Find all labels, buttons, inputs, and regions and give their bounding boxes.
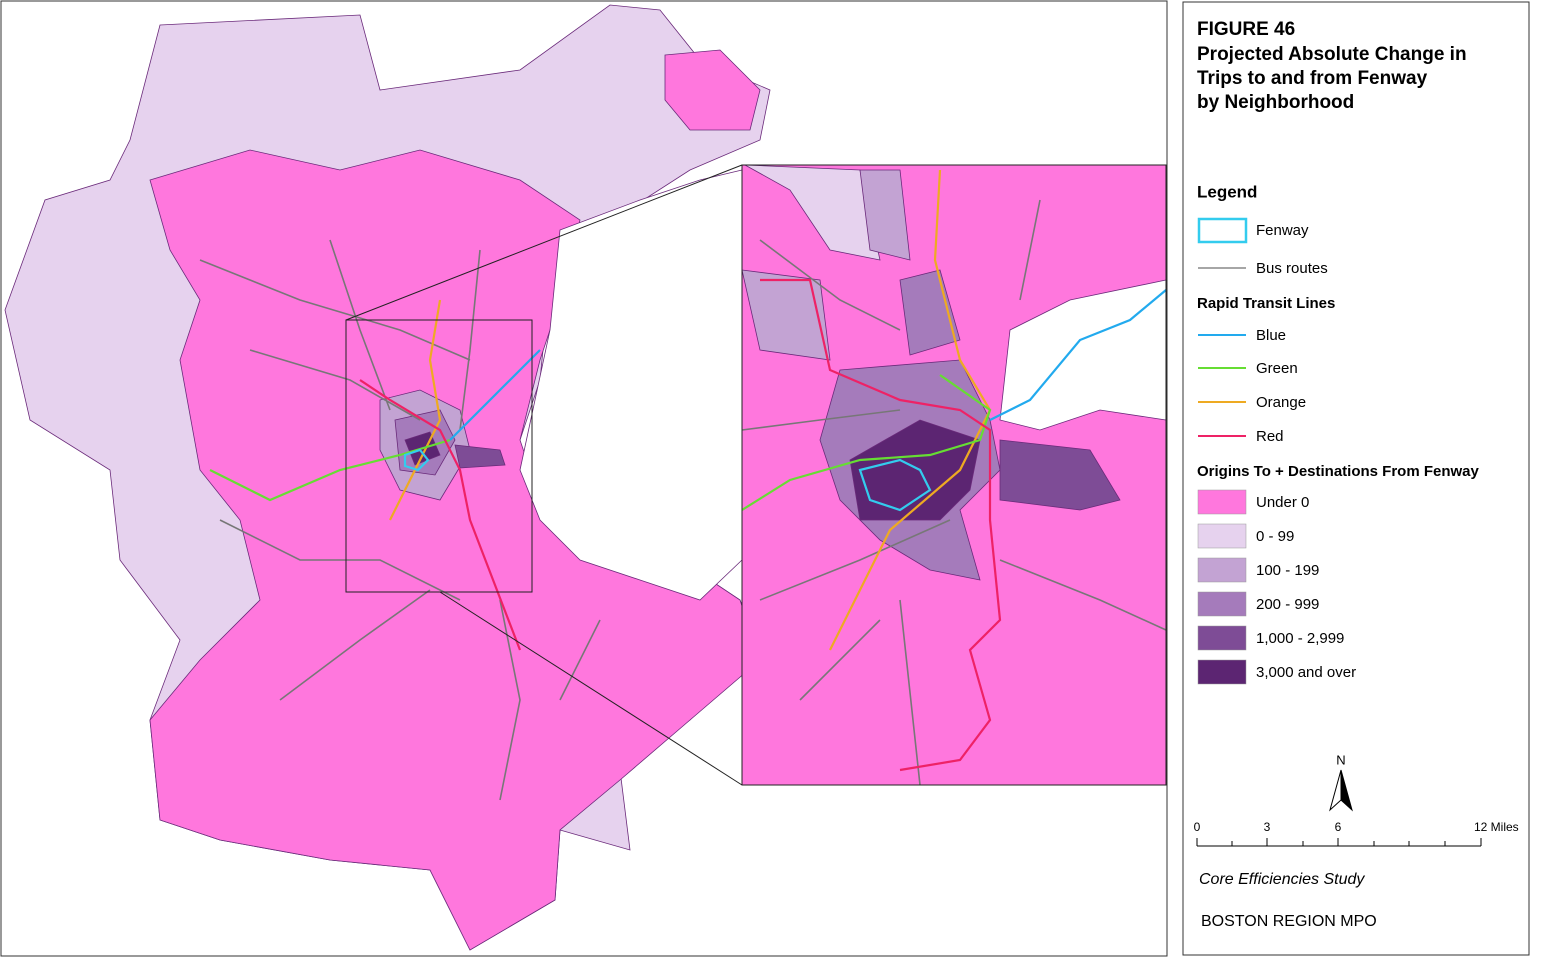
red-line [359,379,522,651]
figure-title: by Neighborhood [1197,92,1354,113]
main-map [4,4,771,951]
scale-label: 0 [1194,820,1201,834]
legend-section: Rapid Transit Lines [1197,295,1335,312]
region-pink [664,49,761,131]
water [519,169,743,601]
region-purple [454,444,506,469]
legend-label: Blue [1256,327,1286,344]
legend-label: Red [1256,428,1284,445]
figure-title: Trips to and from Fenway [1197,68,1428,89]
inset-locator [345,319,533,593]
legend-items: Blue Green Orange Red Under 0 0 - 99 100 - 199… [1197,327,1356,685]
blue-line [989,289,1167,421]
study-name: Core Efficiencies Study [1199,871,1365,888]
blue-line [449,349,541,441]
class-swatch [1197,625,1247,651]
legend-label: Under 0 [1256,494,1309,511]
scale-label: 12 Miles [1474,820,1519,834]
legend-label: 0 - 99 [1256,528,1294,545]
red-line [760,278,1002,772]
class-swatch [1197,557,1247,583]
bus-route [199,239,601,801]
fenway-outline [403,448,430,472]
region-purple [741,269,831,361]
region-purple [849,419,981,521]
north-arrow [1340,769,1353,812]
figure-title: Projected Absolute Change in [1197,44,1467,65]
orange-line [389,299,442,521]
legend-label: Fenway [1256,222,1309,239]
legend-label: 100 - 199 [1256,562,1319,579]
legend-panel [1182,1,1530,956]
water [999,279,1167,431]
class-swatch [1197,489,1247,515]
region-purple [999,439,1121,511]
figure-number: FIGURE 46 [1197,19,1295,40]
legend-label: 1,000 - 2,999 [1256,630,1344,647]
legend-label: 3,000 and over [1256,664,1356,681]
class-swatch [1197,659,1247,685]
region-purple [899,269,961,356]
scale-label: 3 [1264,820,1271,834]
inset-leader [439,591,743,786]
bus-route [741,199,1167,786]
inset-leader [345,164,743,321]
fenway-outline [858,458,932,512]
scale-label: 6 [1335,820,1342,834]
organization: BOSTON REGION MPO [1201,913,1377,930]
north-label: N [1336,752,1345,767]
region-lavender [744,164,881,261]
inset-frame [741,164,1167,786]
orange-line [829,169,992,651]
legend-label: Bus routes [1256,260,1328,277]
fenway-swatch [1197,217,1248,244]
green-line [741,374,992,511]
class-swatch [1197,591,1247,617]
region-purple [859,169,911,261]
legend-label: Orange [1256,394,1306,411]
legend-label: 200 - 999 [1256,596,1319,613]
scale-bar [1196,838,1482,847]
inset-map [741,164,1167,786]
legend-section: Origins To + Destinations From Fenway [1197,463,1480,480]
class-swatch [1197,523,1247,549]
legend-label: Green [1256,360,1298,377]
legend-title: Legend [1197,182,1257,201]
